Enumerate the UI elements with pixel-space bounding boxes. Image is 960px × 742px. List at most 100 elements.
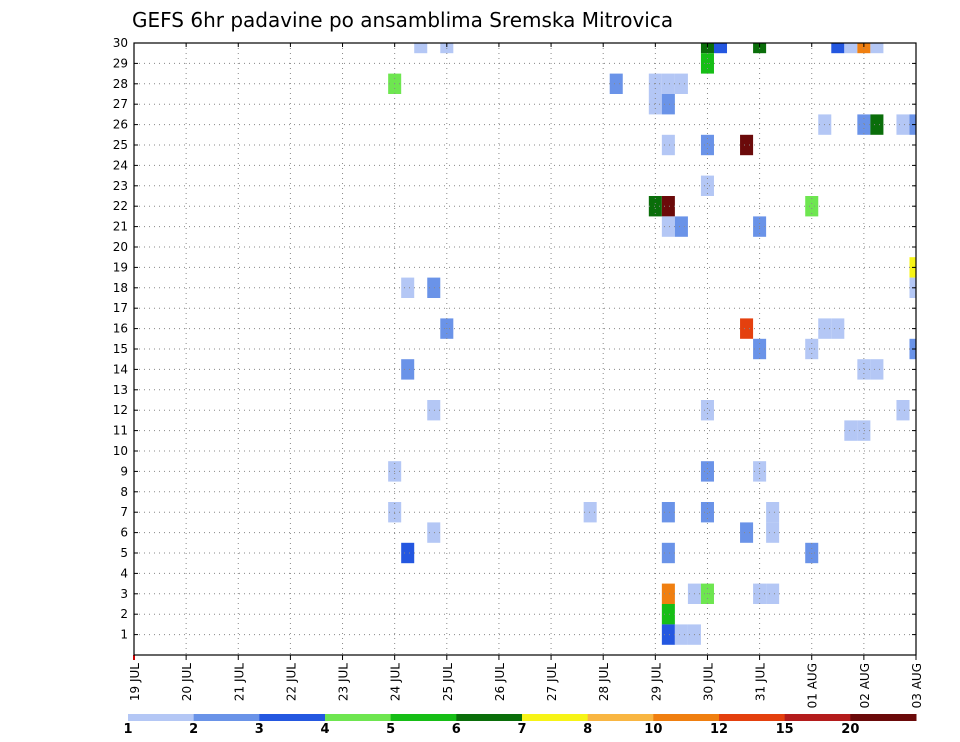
precip-cell (583, 502, 597, 523)
precip-cell (648, 196, 662, 217)
precip-cell (740, 134, 754, 156)
y-tick-label: 20 (113, 240, 128, 254)
precip-cell (661, 73, 675, 94)
x-tick-label: 24 JUL (389, 663, 403, 701)
precip-cell (401, 277, 415, 298)
y-tick-label: 1 (120, 628, 128, 642)
x-tick-label: 28 JUL (597, 663, 611, 701)
precip-cell (831, 318, 845, 339)
precip-cell (661, 216, 675, 237)
x-tick-label: 26 JUL (493, 663, 507, 701)
precip-cell (661, 134, 675, 156)
colorbar-label: 6 (452, 722, 461, 737)
y-tick-label: 11 (113, 424, 128, 438)
y-tick-label: 10 (113, 444, 128, 458)
colorbar-segment (850, 714, 917, 721)
colorbar-segment (128, 714, 195, 721)
colorbar-label: 8 (583, 722, 592, 737)
precip-cell (427, 400, 441, 421)
y-tick-label: 27 (113, 97, 128, 111)
colorbar-label: 12 (710, 722, 728, 737)
colorbar-segment (653, 714, 720, 721)
precip-cell (700, 502, 714, 523)
colorbar-label: 20 (841, 722, 859, 737)
colorbar-segment (587, 714, 654, 721)
precip-cell (414, 43, 428, 54)
x-tick-label: 22 JUL (284, 663, 298, 701)
y-tick-label: 5 (120, 546, 128, 560)
colorbar-segment (456, 714, 523, 721)
x-tick-label: 21 JUL (232, 663, 246, 701)
y-axis: 1234567891011121314151617181920212223242… (113, 36, 916, 642)
precip-cell (674, 73, 688, 94)
precip-cell (661, 502, 675, 523)
y-tick-label: 26 (113, 118, 128, 132)
colorbar-segment (325, 714, 392, 721)
y-tick-label: 3 (120, 587, 128, 601)
precip-cell (661, 94, 675, 115)
precip-cell (700, 461, 714, 482)
precip-cell (740, 318, 754, 339)
y-tick-label: 2 (120, 607, 128, 621)
y-tick-label: 18 (113, 281, 128, 295)
precip-cell (857, 114, 871, 135)
precip-cell (857, 359, 871, 380)
precip-cell (766, 522, 780, 543)
colorbar-label: 1 (123, 722, 132, 737)
precip-cell (401, 359, 415, 380)
y-tick-label: 23 (113, 179, 128, 193)
precip-cell (674, 216, 688, 237)
y-tick-label: 22 (113, 199, 128, 213)
precip-cell (609, 73, 623, 94)
colorbar: 1 2 3 4 5 6 7 8 10 12 15 20 (123, 714, 917, 737)
precip-cell (766, 502, 780, 523)
x-tick-label: 20 JUL (180, 663, 194, 701)
y-tick-label: 21 (113, 220, 128, 234)
y-tick-label: 29 (113, 56, 128, 70)
x-tick-label: 25 JUL (441, 663, 455, 701)
precip-cell (401, 542, 415, 564)
colorbar-segment (522, 714, 589, 721)
precip-cell (661, 624, 675, 645)
colorbar-segment (719, 714, 786, 721)
y-tick-label: 28 (113, 77, 128, 91)
y-tick-label: 14 (113, 362, 128, 376)
y-tick-label: 30 (113, 36, 128, 50)
y-tick-label: 24 (113, 158, 128, 172)
precip-cell (870, 359, 884, 380)
colorbar-segment (390, 714, 457, 721)
x-tick-label: 30 JUL (701, 663, 715, 701)
precip-cell (740, 522, 754, 543)
y-tick-label: 9 (120, 464, 128, 478)
precip-cell (661, 196, 675, 217)
precip-cell (844, 43, 858, 54)
colorbar-label: 15 (776, 722, 794, 737)
precip-cell (766, 583, 780, 604)
precip-cell (427, 277, 441, 298)
precip-cell (700, 134, 714, 156)
y-tick-label: 6 (120, 526, 128, 540)
chart-title: GEFS 6hr padavine po ansamblima Sremska … (132, 8, 673, 32)
precip-cell (805, 196, 819, 217)
colorbar-label: 7 (517, 722, 526, 737)
y-tick-label: 25 (113, 138, 128, 152)
precip-cell (648, 94, 662, 115)
x-tick-label: 19 JUL (128, 663, 142, 701)
grid-layer (134, 43, 916, 655)
precip-cell (870, 43, 884, 54)
x-tick-label: 02 AUG (858, 663, 872, 708)
colorbar-label: 3 (255, 722, 264, 737)
x-tick-label: 29 JUL (649, 663, 663, 701)
precip-cell (844, 420, 858, 441)
y-tick-label: 4 (120, 566, 128, 580)
y-tick-label: 8 (120, 485, 128, 499)
y-tick-label: 15 (113, 342, 128, 356)
precip-cell (857, 420, 871, 441)
precip-cell (674, 624, 688, 645)
x-axis: 19 JUL 20 JUL 21 JUL 22 JUL 23 JUL 24 JUL 25 J… (128, 43, 924, 708)
precip-cell (661, 604, 675, 625)
colorbar-label: 4 (320, 722, 329, 737)
x-tick-label: 23 JUL (337, 663, 351, 701)
precip-cell (831, 43, 845, 54)
